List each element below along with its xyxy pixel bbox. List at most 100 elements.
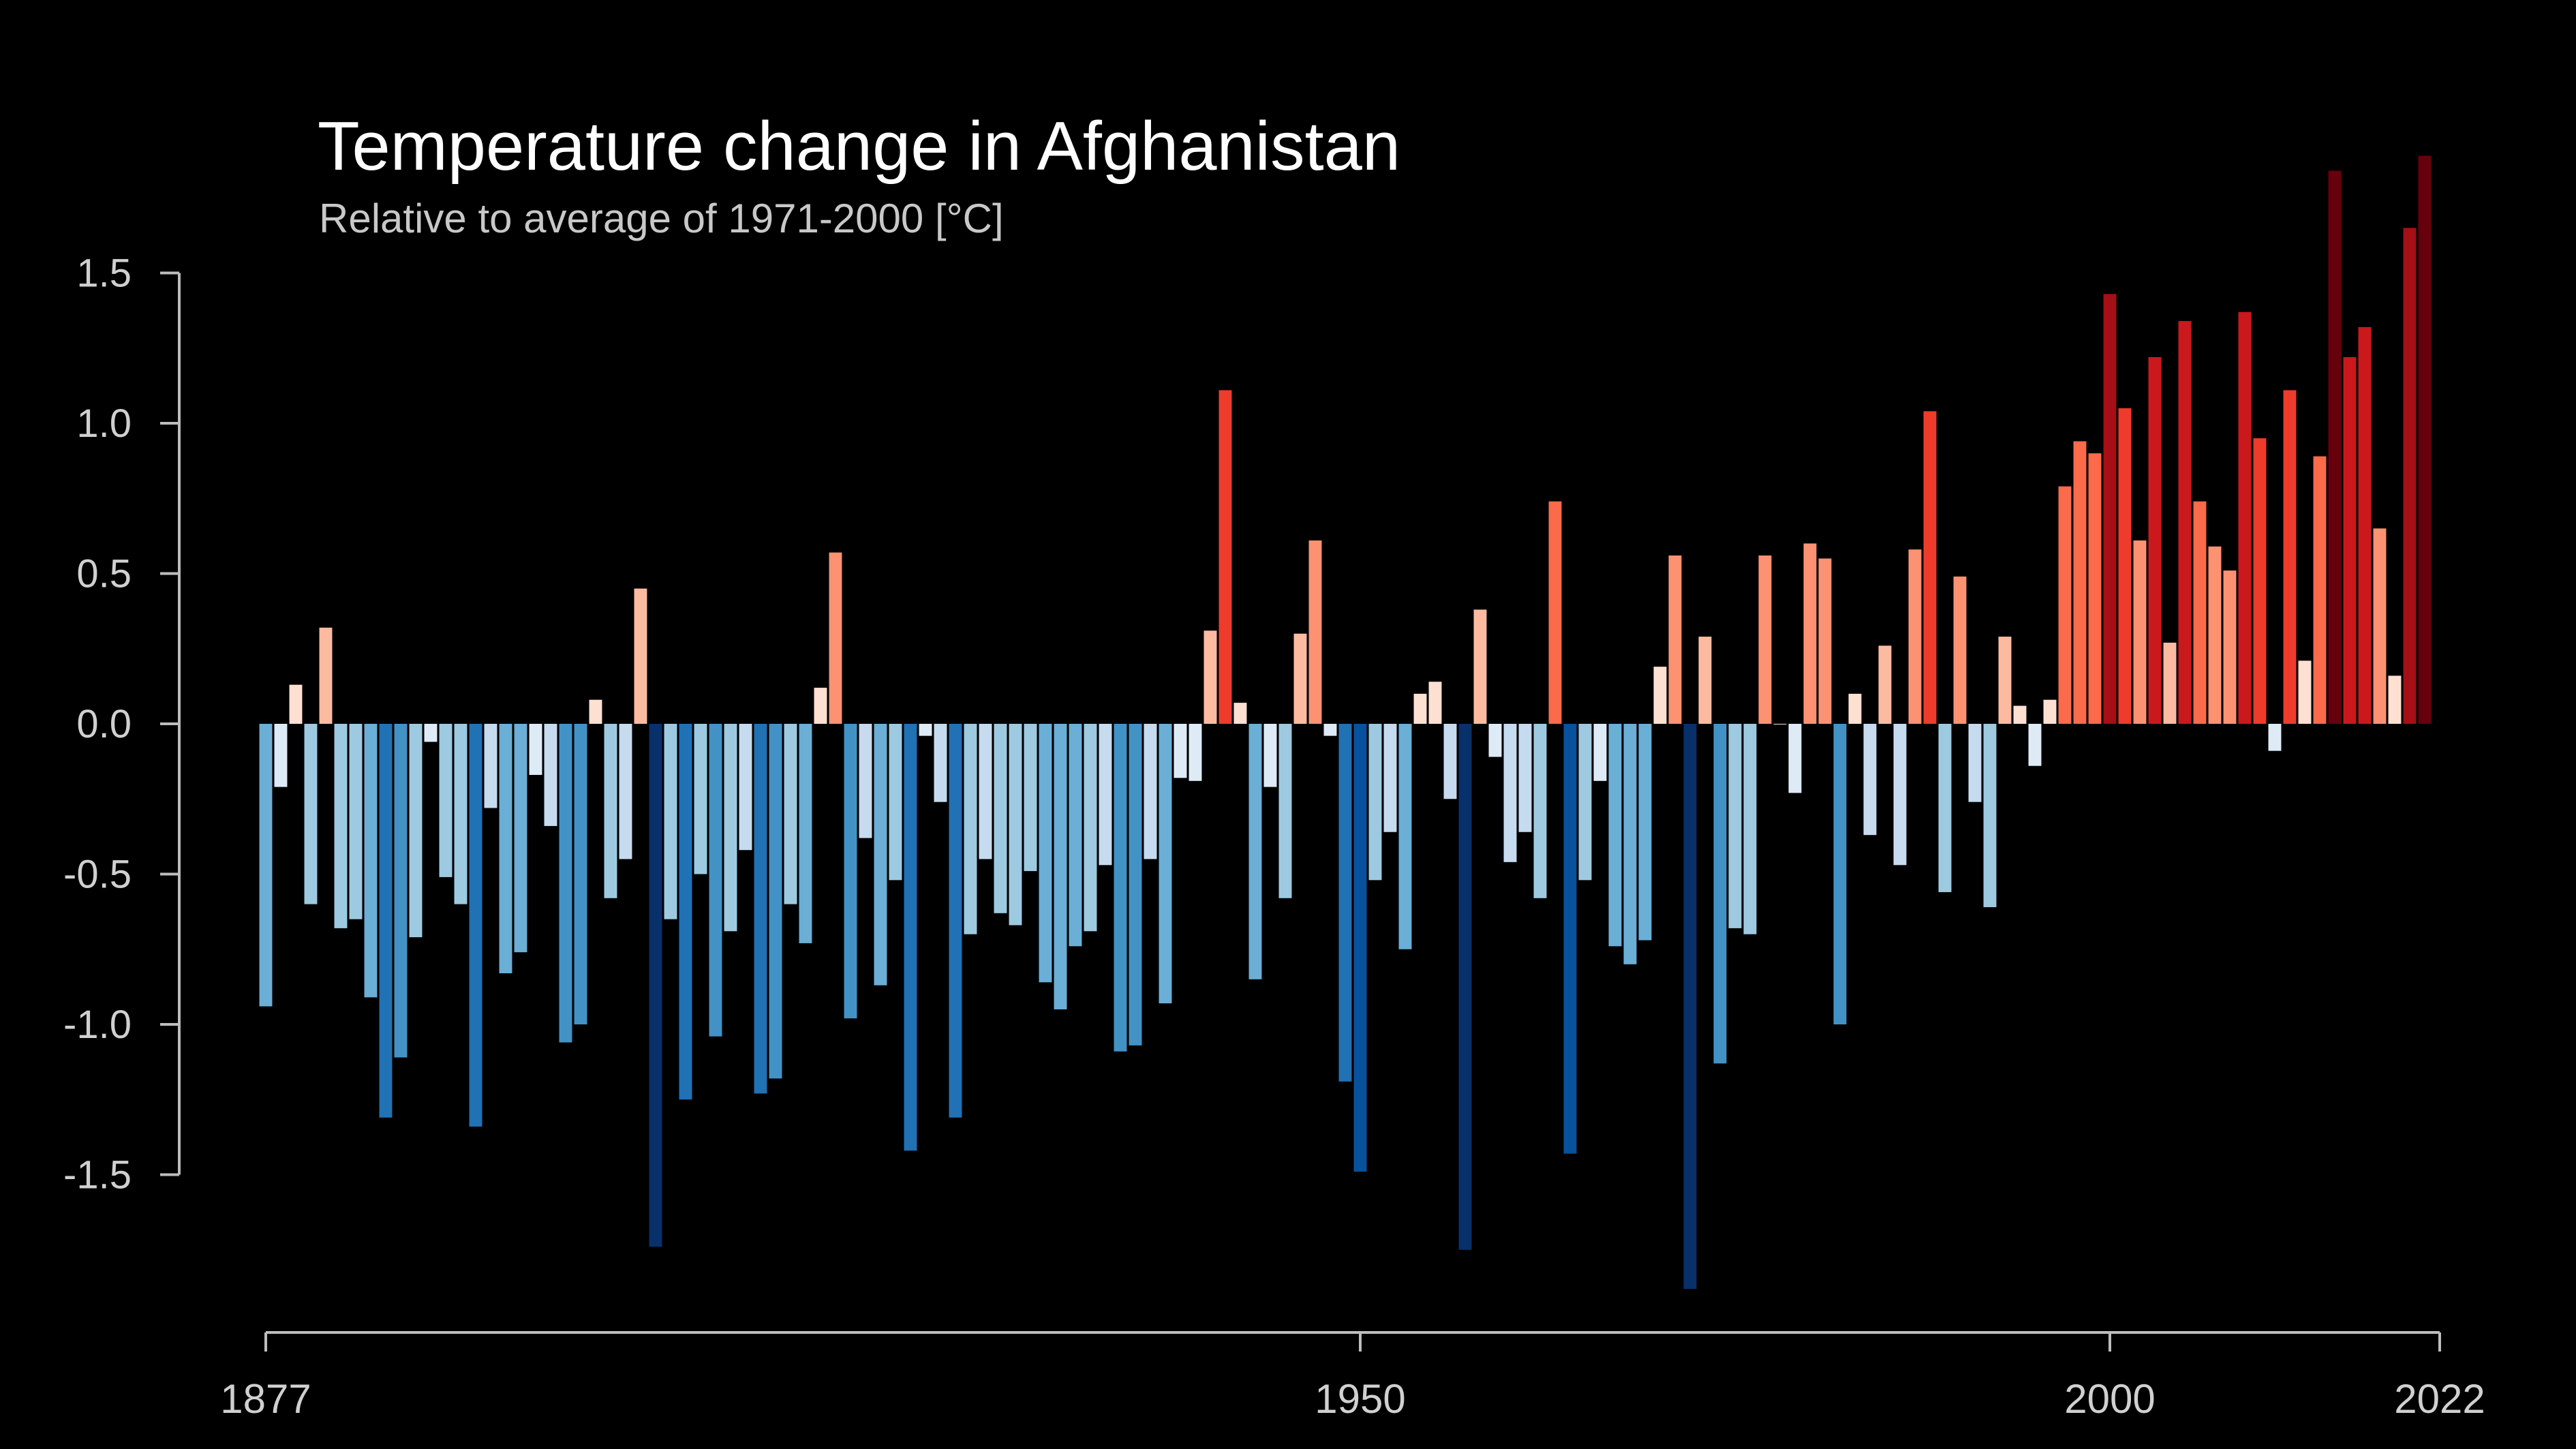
bar-1928 xyxy=(1024,724,1037,872)
bar-1877 xyxy=(259,724,273,1007)
bar-1878 xyxy=(274,724,288,787)
x-axis: 1877 1950 2000 2022 xyxy=(220,1331,2485,1422)
bar-1895 xyxy=(529,724,542,775)
bar-1986 xyxy=(1893,724,1907,866)
bar-1917 xyxy=(859,724,872,838)
bar-1941 xyxy=(1218,390,1232,724)
bar-2021 xyxy=(2418,155,2432,724)
bar-1910 xyxy=(754,724,767,1094)
bar-1922 xyxy=(934,724,947,802)
bar-1889 xyxy=(439,724,453,877)
bar-1893 xyxy=(499,724,512,974)
bar-1971 xyxy=(1668,555,1682,724)
bar-1992 xyxy=(1983,724,1997,908)
bar-1950 xyxy=(1353,724,1367,1172)
bar-1982 xyxy=(1833,724,1847,1024)
bar-1988 xyxy=(1923,411,1937,724)
bar-2019 xyxy=(2388,675,2402,724)
bar-1984 xyxy=(1863,724,1877,836)
bar-1908 xyxy=(724,724,737,932)
bar-1980 xyxy=(1803,543,1817,724)
bar-1924 xyxy=(964,724,977,934)
bar-1933 xyxy=(1099,724,1112,866)
bar-1883 xyxy=(349,724,363,919)
y-tick-label: 1.0 xyxy=(76,401,132,446)
bar-1901 xyxy=(619,724,632,859)
bar-1927 xyxy=(1009,724,1022,926)
bar-2010 xyxy=(2253,438,2267,724)
bar-1887 xyxy=(409,724,423,938)
bar-1961 xyxy=(1518,724,1532,832)
bar-1935 xyxy=(1129,724,1142,1046)
bar-1954 xyxy=(1413,693,1427,724)
bar-1921 xyxy=(919,724,932,736)
bar-1932 xyxy=(1084,724,1097,932)
bar-1952 xyxy=(1383,724,1397,832)
bar-1880 xyxy=(304,724,318,904)
bar-1966 xyxy=(1593,724,1607,781)
bar-1975 xyxy=(1728,724,1742,928)
bar-1904 xyxy=(664,724,677,919)
bar-1905 xyxy=(679,724,692,1100)
bar-1962 xyxy=(1533,724,1547,898)
bar-1918 xyxy=(874,724,887,986)
bar-1882 xyxy=(334,724,348,928)
bar-1940 xyxy=(1203,630,1217,724)
bar-1989 xyxy=(1938,724,1952,892)
bar-2012 xyxy=(2283,390,2297,724)
bar-2018 xyxy=(2373,528,2387,724)
y-tick-label: 0.0 xyxy=(76,702,132,746)
bar-1947 xyxy=(1308,540,1322,724)
bar-1999 xyxy=(2088,453,2102,724)
bar-1890 xyxy=(454,724,467,904)
bar-1955 xyxy=(1428,682,1442,724)
bar-1977 xyxy=(1758,555,1772,724)
bar-2013 xyxy=(2298,660,2312,724)
bar-1979 xyxy=(1788,724,1802,793)
bar-1915 xyxy=(829,552,842,724)
bar-1937 xyxy=(1159,724,1172,1004)
chart-subtitle: Relative to average of 1971-2000 [°C] xyxy=(319,196,1004,241)
bar-1892 xyxy=(484,724,497,808)
bar-1972 xyxy=(1683,724,1697,1290)
bar-1914 xyxy=(814,688,827,724)
bar-1953 xyxy=(1398,724,1412,949)
y-tick-label: 0.5 xyxy=(76,552,132,596)
bar-1959 xyxy=(1488,724,1502,757)
bar-1998 xyxy=(2073,441,2087,724)
bar-1894 xyxy=(514,724,527,953)
bar-1968 xyxy=(1623,724,1637,964)
bar-2017 xyxy=(2358,326,2372,724)
bar-1969 xyxy=(1638,724,1652,941)
bar-1964 xyxy=(1563,724,1577,1154)
bar-1899 xyxy=(589,699,602,724)
bar-1938 xyxy=(1174,724,1187,778)
bar-1983 xyxy=(1848,693,1862,724)
bar-1997 xyxy=(2058,486,2072,724)
bar-2020 xyxy=(2403,228,2417,724)
bar-1907 xyxy=(709,724,722,1037)
bar-2003 xyxy=(2148,356,2162,724)
bar-1987 xyxy=(1908,549,1922,724)
bar-1970 xyxy=(1653,667,1667,724)
bar-1949 xyxy=(1338,724,1352,1082)
bar-1912 xyxy=(784,724,797,904)
bar-1929 xyxy=(1039,724,1052,983)
bar-1936 xyxy=(1144,724,1157,859)
bar-1919 xyxy=(889,724,902,881)
bar-1948 xyxy=(1323,724,1337,736)
y-tick-label: 1.5 xyxy=(76,251,132,296)
bar-1967 xyxy=(1608,724,1622,947)
bar-1957 xyxy=(1458,724,1472,1250)
bar-1993 xyxy=(1998,637,2012,724)
chart-title: Temperature change in Afghanistan xyxy=(318,108,1401,185)
bar-1951 xyxy=(1368,724,1382,881)
bar-1973 xyxy=(1698,637,1712,724)
bar-1985 xyxy=(1878,645,1892,724)
y-axis: 1.5 1.0 0.5 0.0 -0.5 -1.0 -1.5 xyxy=(63,251,181,1198)
bar-2005 xyxy=(2178,321,2192,724)
bar-1916 xyxy=(844,724,857,1019)
bar-1946 xyxy=(1293,633,1307,724)
y-tick-label: -1.0 xyxy=(63,1003,132,1047)
